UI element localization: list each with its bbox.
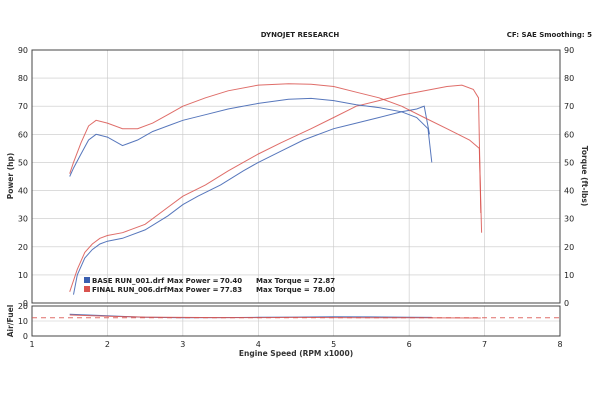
air-fuel-tick-label: 20 xyxy=(18,302,28,311)
y-tick-label: 60 xyxy=(18,130,28,139)
x-tick-label: 5 xyxy=(331,340,336,349)
legend-max-torque-base: 72.87 xyxy=(313,277,335,285)
chart-title: DYNOJET RESEARCH xyxy=(261,31,340,39)
air-fuel-tick-label: 10 xyxy=(18,317,28,326)
legend-max-power-final: 77.83 xyxy=(220,286,242,294)
air-fuel-frame xyxy=(31,305,561,337)
legend-run-final: FINAL RUN_006.drf xyxy=(92,286,168,294)
y-tick-label-right: 30 xyxy=(564,215,574,224)
x-tick-label: 6 xyxy=(407,340,412,349)
y-tick-label: 0 xyxy=(23,299,28,308)
x-tick-label: 2 xyxy=(105,340,110,349)
x-tick-label: 8 xyxy=(557,340,562,349)
main-plot-frame xyxy=(31,49,561,304)
legend-max-torque-label-base: Max Torque = xyxy=(256,277,310,285)
torque-curve-final xyxy=(69,83,483,233)
y-tick-label: 80 xyxy=(18,74,28,83)
y-axis-label-power: Power (hp) xyxy=(6,153,15,200)
main-plot-ticks: 0 0 10 10 20 20 30 30 40 40 50 50 60 60 70 70 80 80 90 90 xyxy=(18,46,574,308)
x-tick-label: 1 xyxy=(29,340,34,349)
chart-settings: CF: SAE Smoothing: 5 xyxy=(507,31,592,39)
legend-max-power-label-base: Max Power = xyxy=(167,277,219,285)
y-tick-label: 40 xyxy=(18,187,28,196)
y-tick-label-right: 60 xyxy=(564,130,574,139)
legend-max-torque-final: 78.00 xyxy=(313,286,335,294)
x-tick-label: 3 xyxy=(180,340,185,349)
legend-swatch-final xyxy=(84,286,90,292)
air-fuel-grid xyxy=(31,305,561,337)
legend-swatch-base xyxy=(84,277,90,283)
power-curve-base xyxy=(73,105,430,295)
y-tick-label-right: 80 xyxy=(564,74,574,83)
legend: BASE RUN_001.drf Max Power = 70.40 Max T… xyxy=(84,277,335,294)
y-tick-label: 70 xyxy=(18,102,28,111)
legend-max-torque-label-final: Max Torque = xyxy=(256,286,310,294)
y-tick-label: 20 xyxy=(18,243,28,252)
x-axis-label: Engine Speed (RPM x1000) xyxy=(239,349,353,358)
x-tick-label: 4 xyxy=(256,340,261,349)
y-axis-label-air-fuel: Air/Fuel xyxy=(6,305,15,338)
air-fuel-series xyxy=(32,313,560,319)
y-tick-label-right: 50 xyxy=(564,158,574,167)
y-tick-label-right: 40 xyxy=(564,187,574,196)
y-tick-label: 30 xyxy=(18,215,28,224)
y-tick-label-right: 20 xyxy=(564,243,574,252)
main-plot-series xyxy=(69,83,483,295)
power-curve-final xyxy=(69,84,482,292)
y-tick-label-right: 10 xyxy=(564,271,574,280)
main-plot-grid xyxy=(31,49,561,304)
y-tick-label-right: 90 xyxy=(564,46,574,55)
air-fuel-ticks: 0 10 20 xyxy=(18,302,28,341)
y-tick-label: 90 xyxy=(18,46,28,55)
air-fuel-tick-label: 0 xyxy=(23,332,28,341)
y-tick-label-right: 0 xyxy=(564,299,569,308)
y-tick-label: 10 xyxy=(18,271,28,280)
x-axis-ticks: 1 2 3 4 5 6 7 8 xyxy=(29,340,562,349)
y-axis-label-torque: Torque (ft-lbs) xyxy=(580,146,589,207)
y-tick-label: 50 xyxy=(18,158,28,167)
y-tick-label-right: 70 xyxy=(564,102,574,111)
legend-run-base: BASE RUN_001.drf xyxy=(92,277,165,285)
x-tick-label: 7 xyxy=(482,340,487,349)
legend-max-power-label-final: Max Power = xyxy=(167,286,219,294)
torque-curve-base xyxy=(69,97,433,177)
legend-max-power-base: 70.40 xyxy=(220,277,242,285)
